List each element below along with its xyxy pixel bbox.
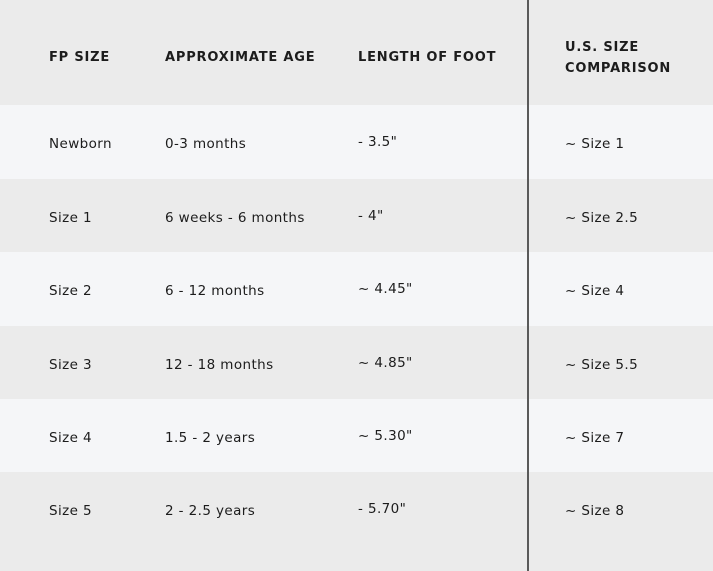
table-row: Size 5 2 - 2.5 years - 5.70" ~ Size 8 [0, 472, 713, 571]
cell-length-of-foot: ~ 4.45" [358, 281, 413, 297]
cell-approximate-age: 0-3 months [165, 136, 247, 152]
cell-us-size: ~ Size 7 [565, 430, 625, 446]
cell-us-size: ~ Size 8 [565, 503, 625, 519]
header-approximate-age: APPROXIMATE AGE [165, 50, 316, 65]
cell-fp-size: Newborn [49, 136, 112, 152]
cell-approximate-age: 12 - 18 months [165, 357, 274, 373]
header-length-of-foot: LENGTH OF FOOT [358, 50, 497, 65]
table-header: FP SIZE APPROXIMATE AGE LENGTH OF FOOT U… [0, 0, 713, 105]
cell-us-size: ~ Size 5.5 [565, 357, 639, 373]
header-us-size: U.S. SIZE [565, 40, 640, 55]
cell-us-size: ~ Size 1 [565, 136, 625, 152]
table-row: Size 2 6 - 12 months ~ 4.45" ~ Size 4 [0, 252, 713, 326]
table-row: Newborn 0-3 months - 3.5" ~ Size 1 [0, 105, 713, 179]
cell-length-of-foot: - 3.5" [358, 134, 398, 150]
cell-length-of-foot: - 4" [358, 208, 384, 224]
cell-length-of-foot: ~ 5.30" [358, 428, 413, 444]
cell-approximate-age: 6 - 12 months [165, 283, 265, 299]
cell-fp-size: Size 2 [49, 283, 92, 299]
cell-fp-size: Size 5 [49, 503, 92, 519]
cell-us-size: ~ Size 2.5 [565, 210, 639, 226]
cell-fp-size: Size 1 [49, 210, 92, 226]
table-row: Size 1 6 weeks - 6 months - 4" ~ Size 2.5 [0, 179, 713, 252]
header-comparison: COMPARISON [565, 61, 672, 76]
cell-approximate-age: 6 weeks - 6 months [165, 210, 305, 226]
cell-length-of-foot: ~ 4.85" [358, 355, 413, 371]
table-row: Size 3 12 - 18 months ~ 4.85" ~ Size 5.5 [0, 326, 713, 399]
cell-fp-size: Size 3 [49, 357, 92, 373]
cell-approximate-age: 1.5 - 2 years [165, 430, 256, 446]
cell-length-of-foot: - 5.70" [358, 501, 407, 517]
table-row: Size 4 1.5 - 2 years ~ 5.30" ~ Size 7 [0, 399, 713, 472]
header-fp-size: FP SIZE [49, 50, 111, 65]
cell-approximate-age: 2 - 2.5 years [165, 503, 256, 519]
column-divider [527, 0, 529, 571]
cell-us-size: ~ Size 4 [565, 283, 625, 299]
cell-fp-size: Size 4 [49, 430, 92, 446]
